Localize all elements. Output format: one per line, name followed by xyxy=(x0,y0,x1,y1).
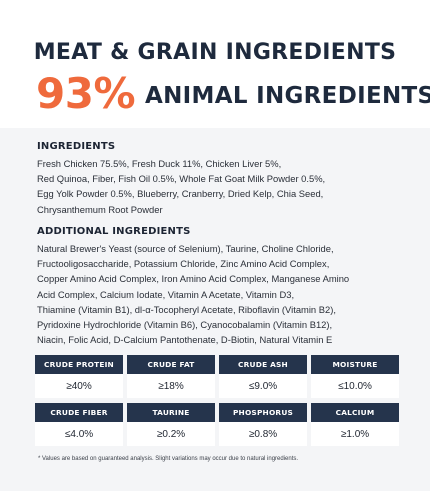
additional-line: Pyridoxine Hydrochloride (Vitamin B6), C… xyxy=(37,319,333,331)
additional-line: Copper Amino Acid Complex, Iron Amino Ac… xyxy=(37,273,350,285)
analysis-label: CRUDE ASH xyxy=(219,355,307,374)
additional-line: Natural Brewer's Yeast (source of Seleni… xyxy=(37,243,334,254)
ingredients-line: Egg Yolk Powder 0.5%, Blueberry, Cranber… xyxy=(37,188,324,200)
additional-line: Fructooligosaccharide, Potassium Chlorid… xyxy=(37,258,330,270)
analysis-value: ≤9.0% xyxy=(219,374,307,398)
page-title: MEAT & GRAIN INGREDIENTS xyxy=(33,40,397,65)
analysis-label: CRUDE PROTEIN xyxy=(35,355,123,374)
additional-line: Thiamine (Vitamin B1), dl-α-Tocopheryl A… xyxy=(37,303,336,315)
analysis-label: PHOSPHORUS xyxy=(219,403,307,422)
ingredients-line: Fresh Chicken 75.5%, Fresh Duck 11%, Chi… xyxy=(37,158,282,169)
analysis-label: CALCIUM xyxy=(311,403,399,422)
analysis-value: ≥40% xyxy=(35,374,123,398)
additional-ingredients-text: Natural Brewer's Yeast (source of Seleni… xyxy=(37,241,409,347)
analysis-cell-calcium: CALCIUM ≥1.0% xyxy=(311,403,399,446)
analysis-cell-crude-protein: CRUDE PROTEIN ≥40% xyxy=(35,355,123,398)
ingredients-text: Fresh Chicken 75.5%, Fresh Duck 11%, Chi… xyxy=(37,156,409,217)
analysis-cell-crude-fiber: CRUDE FIBER ≤4.0% xyxy=(35,403,123,446)
analysis-row-2: CRUDE FIBER ≤4.0% TAURINE ≥0.2% PHOSPHOR… xyxy=(35,403,399,446)
analysis-value: ≥0.2% xyxy=(127,422,215,446)
analysis-value: ≥0.8% xyxy=(219,422,307,446)
analysis-label: MOISTURE xyxy=(311,355,399,374)
animal-percentage: 93% ANIMAL INGREDIENTS xyxy=(36,68,430,118)
analysis-label: TAURINE xyxy=(127,403,215,422)
ingredients-title: INGREDIENTS xyxy=(37,141,116,152)
analysis-cell-taurine: TAURINE ≥0.2% xyxy=(127,403,215,446)
analysis-value: ≤10.0% xyxy=(311,374,399,398)
analysis-label: CRUDE FIBER xyxy=(35,403,123,422)
footnote: * Values are based on guaranteed analysi… xyxy=(38,456,299,462)
ingredients-line: Red Quinoa, Fiber, Fish Oil 0.5%, Whole … xyxy=(37,173,326,185)
analysis-cell-crude-ash: CRUDE ASH ≤9.0% xyxy=(219,355,307,398)
additional-line: Niacin, Folic Acid, D-Calcium Pantothena… xyxy=(37,334,333,346)
percentage-value: 93% xyxy=(36,68,136,118)
additional-ingredients-title: ADDITIONAL INGREDIENTS xyxy=(37,226,191,237)
analysis-row-1: CRUDE PROTEIN ≥40% CRUDE FAT ≥18% CRUDE … xyxy=(35,355,399,398)
analysis-cell-phosphorus: PHOSPHORUS ≥0.8% xyxy=(219,403,307,446)
additional-line: Acid Complex, Calcium Iodate, Vitamin A … xyxy=(37,288,295,300)
analysis-value: ≥18% xyxy=(127,374,215,398)
analysis-value: ≤4.0% xyxy=(35,422,123,446)
analysis-label: CRUDE FAT xyxy=(127,355,215,374)
ingredients-line: Chrysanthemum Root Powder xyxy=(37,203,163,215)
analysis-cell-crude-fat: CRUDE FAT ≥18% xyxy=(127,355,215,398)
percentage-label: ANIMAL INGREDIENTS xyxy=(145,83,430,109)
analysis-value: ≥1.0% xyxy=(311,422,399,446)
analysis-cell-moisture: MOISTURE ≤10.0% xyxy=(311,355,399,398)
header-panel xyxy=(0,0,430,128)
